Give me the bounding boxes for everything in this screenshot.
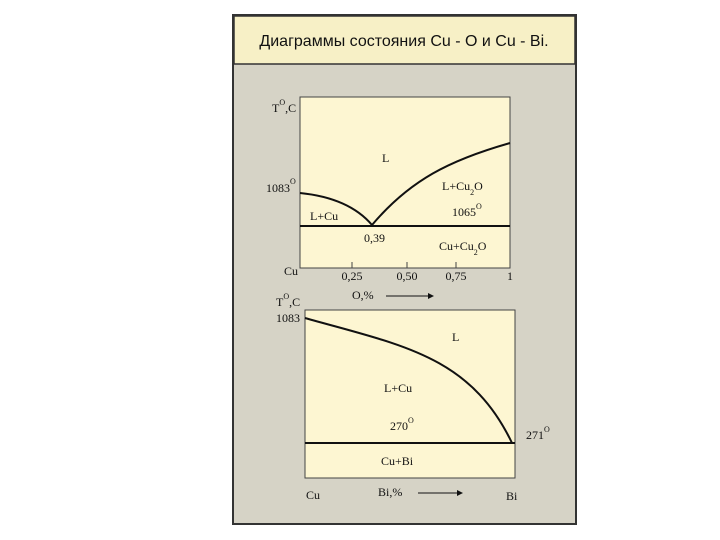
y-label: TO,C [276, 292, 300, 309]
region-label: L+Cu2O [442, 179, 483, 197]
x-right: Bi [506, 489, 518, 503]
x-tick-label: 0,75 [446, 269, 467, 283]
eutectic-temp: 1065O [452, 202, 482, 219]
melting-point: 1083 [276, 311, 300, 325]
liquidus [304, 317, 513, 444]
y-label: TO,C [272, 98, 296, 115]
x-tick-label: 0,25 [342, 269, 363, 283]
melting-point: 1083O [266, 177, 296, 195]
liquidus [371, 142, 511, 226]
eutectic-temp: 270O [390, 416, 414, 433]
plot-area [299, 96, 511, 269]
eutectic-conc: 0,39 [364, 231, 385, 245]
region-label: L [382, 151, 389, 165]
header [233, 15, 576, 65]
x-label: Bi,% [378, 485, 402, 499]
x-tick-label: 1 [507, 269, 513, 283]
x-label: O,% [352, 288, 374, 302]
region-label: L+Cu [384, 381, 412, 395]
region-label: L [452, 330, 459, 344]
ticks [351, 262, 511, 268]
bi-melting: 271O [526, 425, 550, 442]
x-tick-label: 0,50 [397, 269, 418, 283]
region-label: Cu+Bi [381, 454, 414, 468]
liquidus [299, 192, 373, 226]
x-origin: Cu [284, 264, 298, 278]
region-label: L+Cu [310, 209, 338, 223]
title: Диаграммы состояния Cu - O и Cu - Bi. [259, 33, 548, 50]
x-left: Cu [306, 488, 320, 502]
arrow-head [457, 490, 463, 496]
arrow-head [428, 293, 434, 299]
region-label: Cu+Cu2O [439, 239, 487, 257]
